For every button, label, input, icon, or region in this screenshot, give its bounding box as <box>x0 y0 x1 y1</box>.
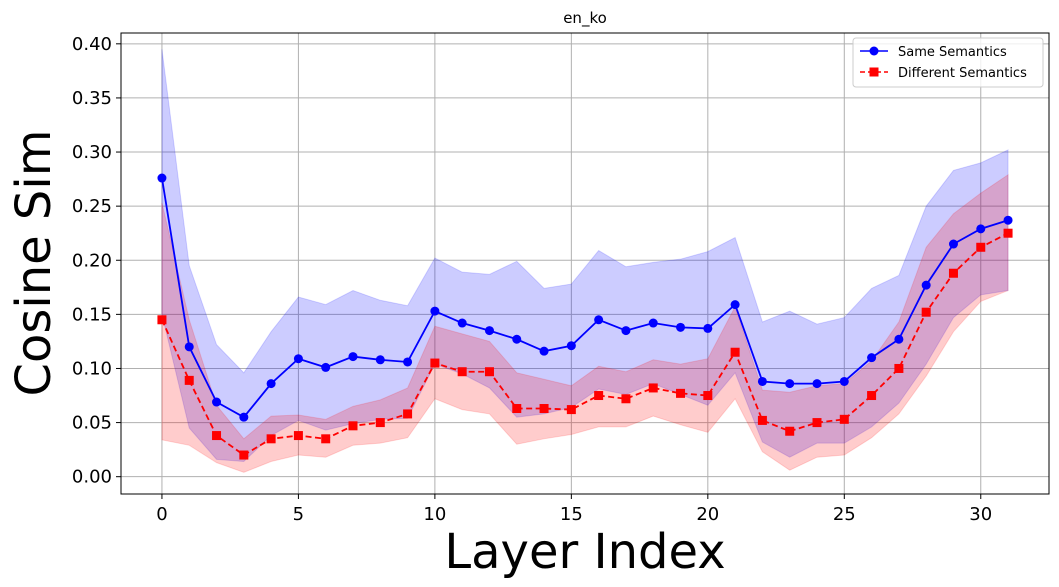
point-different <box>539 404 549 414</box>
point-different <box>266 434 276 444</box>
point-different <box>293 431 303 441</box>
point-same <box>321 362 331 372</box>
legend-marker-same <box>869 46 879 56</box>
point-different <box>948 268 958 278</box>
point-same <box>730 300 740 310</box>
point-different <box>785 426 795 436</box>
point-same <box>703 323 713 333</box>
point-different <box>621 394 631 404</box>
point-same <box>921 280 931 290</box>
band-different <box>161 173 1009 473</box>
point-same <box>867 353 877 363</box>
point-different <box>867 391 877 401</box>
x-tick-label: 5 <box>293 504 304 525</box>
point-different <box>184 375 194 385</box>
point-different <box>839 414 849 424</box>
point-same <box>839 376 849 386</box>
point-different <box>430 358 440 368</box>
point-different <box>375 418 385 428</box>
y-tick-label: 0.30 <box>72 142 112 163</box>
point-different <box>648 383 658 393</box>
legend-label-same: Same Semantics <box>898 45 1007 60</box>
legend-label-different: Different Semantics <box>898 66 1027 81</box>
point-different <box>348 421 358 431</box>
point-different <box>812 418 822 428</box>
point-different <box>566 405 576 415</box>
point-different <box>976 242 986 252</box>
x-tick-label: 25 <box>833 504 856 525</box>
point-different <box>484 367 494 377</box>
x-tick-label: 10 <box>423 504 446 525</box>
point-same <box>157 173 167 183</box>
x-tick-label: 20 <box>696 504 719 525</box>
series-markers <box>157 173 1013 460</box>
point-same <box>621 326 631 336</box>
point-different <box>676 388 686 398</box>
point-same <box>430 306 440 316</box>
x-tick-label: 15 <box>560 504 583 525</box>
y-axis-title: Cosine Sim <box>6 130 62 397</box>
y-tick-label: 0.00 <box>72 467 112 488</box>
point-same <box>976 224 986 234</box>
point-same <box>948 239 958 249</box>
point-same <box>1003 215 1013 225</box>
x-tick-label: 30 <box>969 504 992 525</box>
legend: Same Semantics Different Semantics <box>852 37 1044 88</box>
y-tick-label: 0.40 <box>72 34 112 55</box>
point-same <box>594 315 604 325</box>
y-tick-label: 0.05 <box>72 413 112 434</box>
line-same <box>161 177 1009 419</box>
point-same <box>566 341 576 351</box>
point-same <box>184 342 194 352</box>
y-tick-label: 0.25 <box>72 196 112 217</box>
plot-frame <box>120 32 1050 495</box>
y-tick-label: 0.10 <box>72 358 112 379</box>
point-same <box>894 334 904 344</box>
point-same <box>348 352 358 362</box>
point-different <box>594 391 604 401</box>
point-different <box>1003 228 1013 238</box>
point-different <box>403 409 413 419</box>
point-same <box>457 318 467 328</box>
x-tick-label: 0 <box>156 504 167 525</box>
point-same <box>212 397 222 407</box>
grid <box>121 33 1049 494</box>
point-different <box>457 367 467 377</box>
point-same <box>757 376 767 386</box>
point-same <box>648 318 658 328</box>
legend-marker-different <box>869 67 879 77</box>
point-same <box>539 346 549 356</box>
chart-title: en_ko <box>563 9 607 28</box>
point-same <box>785 379 795 389</box>
y-tick-label: 0.15 <box>72 304 112 325</box>
point-different <box>703 391 713 401</box>
point-different <box>921 307 931 317</box>
series-lines <box>161 177 1009 457</box>
point-different <box>894 363 904 373</box>
point-same <box>812 379 822 389</box>
y-tick-label: 0.20 <box>72 250 112 271</box>
point-same <box>676 322 686 332</box>
legend-box <box>852 37 1044 88</box>
y-axis-ticks: 0.00 0.05 0.10 0.15 0.20 0.25 0.30 0.35 0.40 <box>72 34 121 488</box>
point-same <box>512 334 522 344</box>
point-same <box>239 412 249 422</box>
point-same <box>293 354 303 364</box>
point-different <box>512 404 522 414</box>
point-different <box>157 315 167 325</box>
point-different <box>321 434 331 444</box>
point-same <box>375 355 385 365</box>
point-different <box>730 347 740 357</box>
point-different <box>239 450 249 460</box>
point-same <box>484 326 494 336</box>
point-different <box>212 431 222 441</box>
y-tick-label: 0.35 <box>72 88 112 109</box>
x-axis-ticks: 0 5 10 15 20 25 30 <box>156 494 992 525</box>
point-same <box>403 357 413 367</box>
x-axis-title: Layer Index <box>444 524 725 580</box>
point-same <box>266 379 276 389</box>
point-different <box>757 415 767 425</box>
line-different <box>161 232 1009 457</box>
